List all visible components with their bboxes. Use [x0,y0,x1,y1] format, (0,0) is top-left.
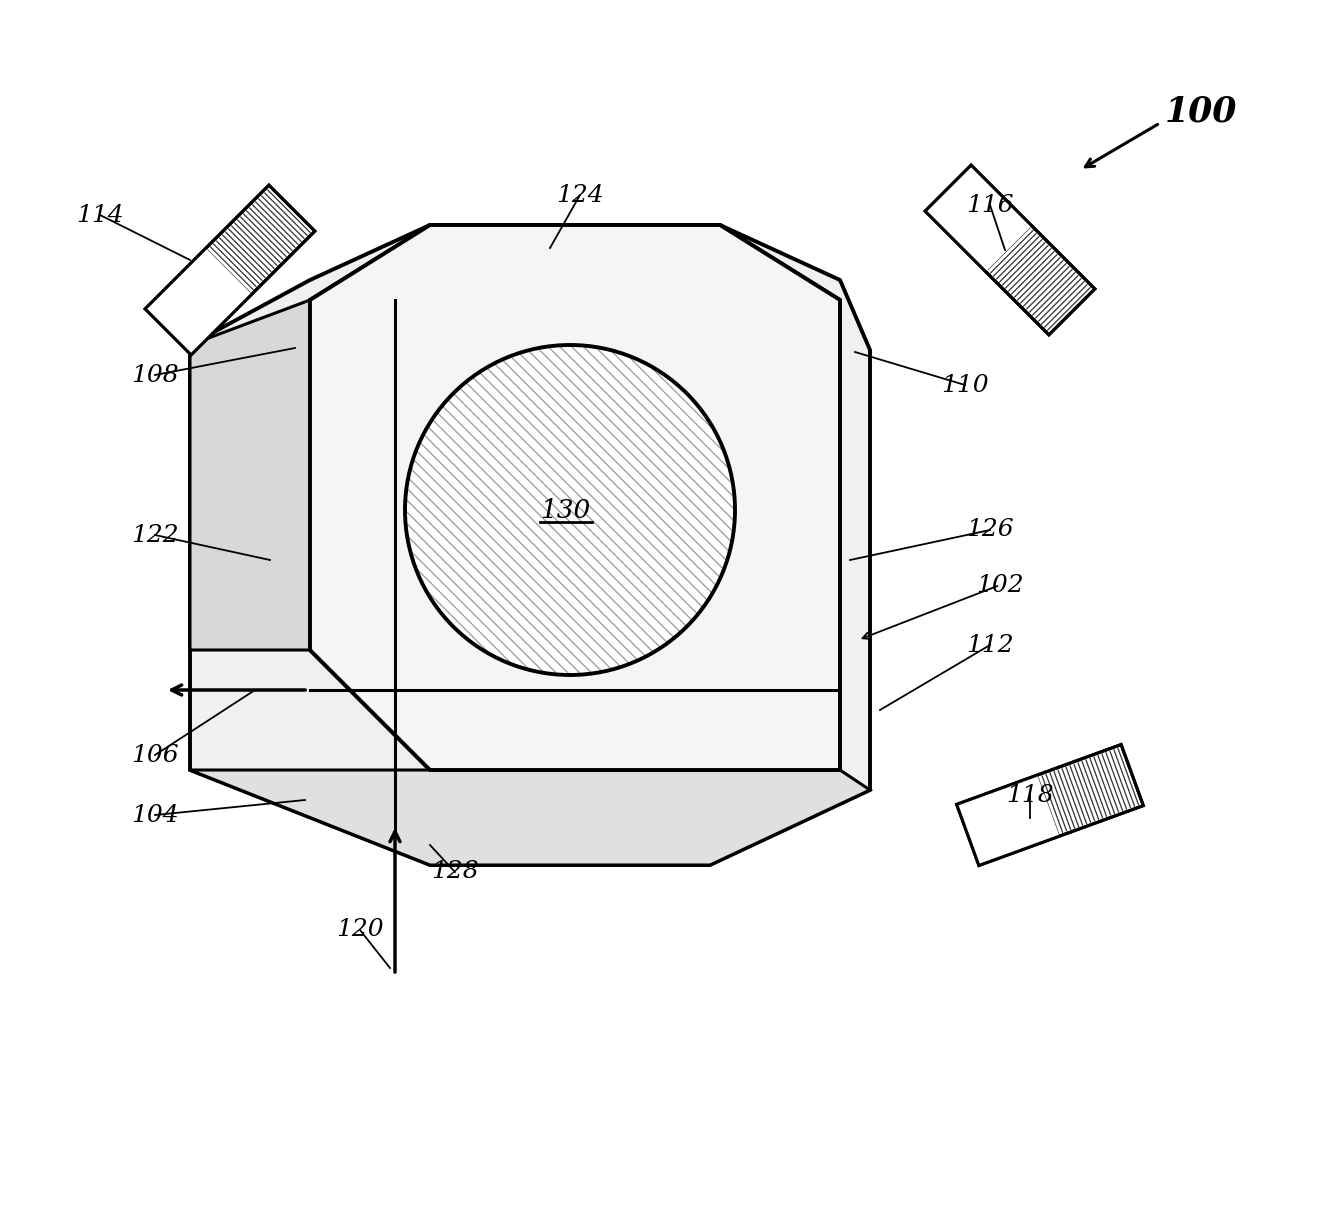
Polygon shape [925,166,1032,271]
Text: 116: 116 [966,194,1013,216]
Text: 108: 108 [132,363,178,387]
Polygon shape [145,248,252,355]
Circle shape [405,345,735,675]
Polygon shape [310,225,840,771]
Text: 112: 112 [966,633,1013,656]
Text: 114: 114 [76,204,123,227]
Text: 110: 110 [941,373,989,396]
Polygon shape [310,225,840,771]
Polygon shape [957,745,1143,865]
Circle shape [405,345,735,675]
Text: 130: 130 [539,497,590,523]
Polygon shape [191,771,870,865]
Text: 122: 122 [132,524,178,546]
Polygon shape [191,225,870,865]
Polygon shape [191,299,310,650]
Text: 126: 126 [966,519,1013,541]
Text: 100: 100 [1165,94,1237,129]
Text: 124: 124 [556,184,604,206]
Text: 106: 106 [132,744,178,767]
Text: 120: 120 [337,919,384,941]
Polygon shape [925,166,1095,335]
Text: 102: 102 [976,573,1024,596]
Text: 118: 118 [1006,784,1053,806]
Text: 104: 104 [132,804,178,827]
Text: 128: 128 [431,860,479,883]
Polygon shape [145,185,315,355]
Polygon shape [957,775,1059,865]
